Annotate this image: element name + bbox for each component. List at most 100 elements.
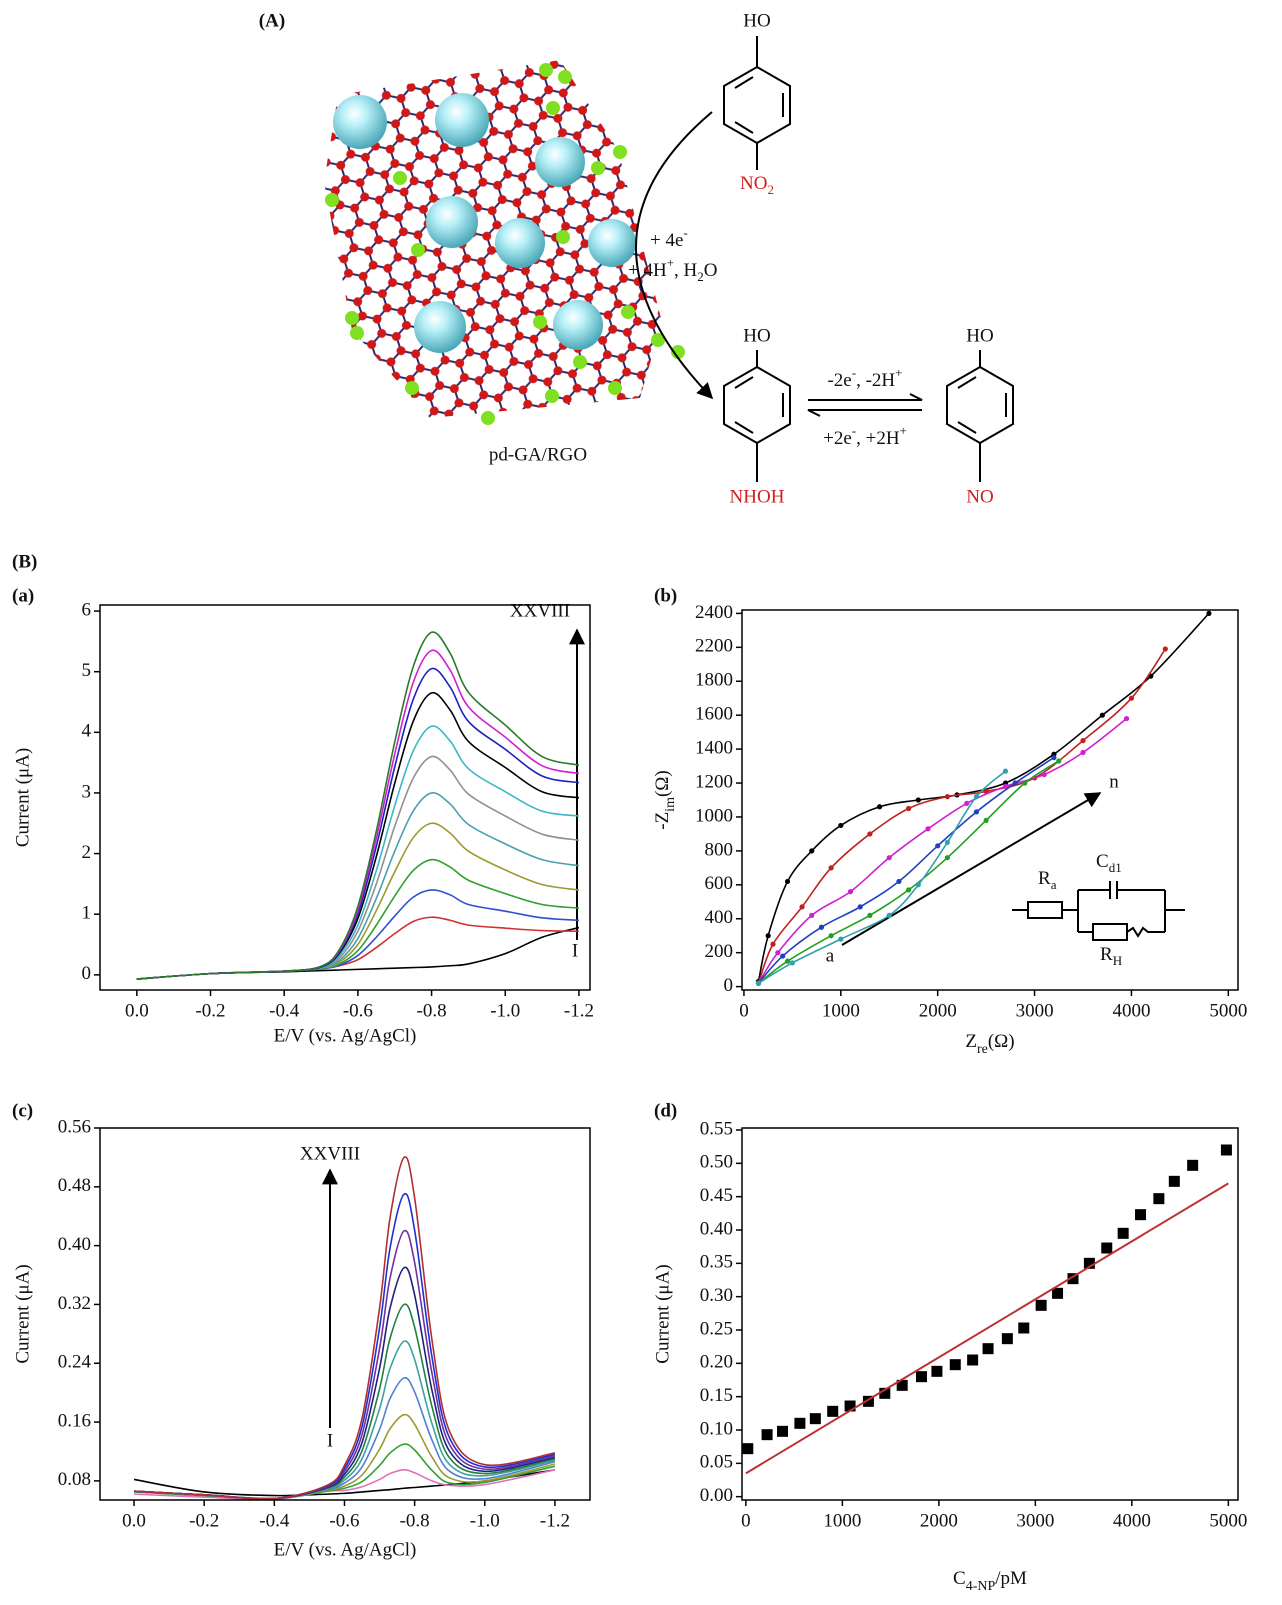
x-axis-label-part: Z xyxy=(965,1031,977,1052)
point xyxy=(1220,1144,1232,1156)
point xyxy=(1123,715,1130,722)
point xyxy=(973,794,980,800)
y-tick-label: 0.32 xyxy=(58,1293,91,1314)
annotation: n xyxy=(1109,771,1119,792)
point xyxy=(857,904,863,910)
y-tick-label: 0.55 xyxy=(700,1118,733,1139)
y-tick-label: 0.48 xyxy=(58,1175,91,1196)
point xyxy=(879,1387,891,1399)
point xyxy=(809,848,815,854)
plot-frame xyxy=(99,1127,591,1501)
y-axis-label: Current (μA) xyxy=(12,1264,33,1363)
point xyxy=(828,933,834,939)
x-tick-label: 5000 xyxy=(1209,1000,1247,1021)
series-line xyxy=(758,770,1007,984)
benzene-ring xyxy=(723,366,791,444)
point xyxy=(973,809,980,815)
y-tick-label: 400 xyxy=(705,907,734,928)
reagent-sub: 2 xyxy=(697,269,704,284)
point xyxy=(838,822,844,829)
group-label: HO xyxy=(743,10,770,31)
point xyxy=(784,878,791,885)
point xyxy=(844,1400,856,1412)
x-axis-label-part: re xyxy=(977,1042,988,1057)
point xyxy=(1128,695,1135,701)
step-sup: - xyxy=(852,423,856,438)
circuit-inset: Ra Cd1 RH xyxy=(1012,851,1185,968)
reagent-text: + 4H xyxy=(628,260,667,281)
series-line xyxy=(757,612,1210,982)
point xyxy=(775,950,781,956)
y-axis-label-part: (Ω) xyxy=(652,770,673,797)
series-line xyxy=(133,1229,556,1500)
y-tick-label: 600 xyxy=(705,873,734,894)
equilibrium-arrow xyxy=(807,409,922,417)
point xyxy=(1012,780,1018,786)
group-sub: 2 xyxy=(767,182,774,197)
point xyxy=(1002,783,1009,790)
y-tick-label: 0.08 xyxy=(58,1469,91,1490)
point xyxy=(915,882,921,888)
plot-frame xyxy=(741,1127,1239,1501)
y-tick-label: 0.56 xyxy=(58,1116,91,1137)
y-tick-label: 0.50 xyxy=(700,1152,733,1173)
y-tick-label: 1800 xyxy=(695,670,733,691)
annotation: I xyxy=(572,940,578,961)
point xyxy=(818,924,825,930)
step-text: +2e xyxy=(823,428,852,449)
point xyxy=(847,889,854,895)
y-tick-label: 1200 xyxy=(695,771,733,792)
point xyxy=(784,958,791,964)
y-tick-label: 0.16 xyxy=(58,1410,91,1431)
x-axis-label-part: /pM xyxy=(995,1568,1027,1589)
y-tick-label: 0.30 xyxy=(700,1285,733,1306)
point xyxy=(1018,1322,1030,1334)
diagram: (A) pd-GA/RGO + 4e- + 4H+, H2O HO NO2 HO… xyxy=(259,10,1014,507)
series-line xyxy=(136,889,579,980)
y-axis-label-part: -Z xyxy=(652,812,673,830)
y-tick-label: 0.40 xyxy=(58,1234,91,1255)
reagent-text: , H xyxy=(674,260,698,281)
group-label: HO xyxy=(966,325,993,346)
y-tick-label: 800 xyxy=(705,839,734,860)
y-tick-label: 4 xyxy=(82,721,92,742)
point xyxy=(944,855,950,861)
x-axis-label-part: 4-NP xyxy=(966,1579,996,1594)
point xyxy=(983,817,989,823)
point xyxy=(886,855,892,861)
y-axis-label: -Zim(Ω) xyxy=(652,770,678,830)
y-tick-label: 0 xyxy=(82,963,92,984)
annotation: a xyxy=(826,945,835,966)
point xyxy=(1168,1175,1180,1187)
point xyxy=(1162,646,1168,652)
group-label: NO xyxy=(966,486,993,507)
panel-label: (b) xyxy=(654,585,677,606)
plot-frame xyxy=(741,609,1239,991)
step-sup: + xyxy=(900,423,907,438)
inset-text: R xyxy=(1100,944,1113,965)
point xyxy=(896,878,902,885)
x-tick-label: -1.0 xyxy=(470,1510,500,1531)
x-tick-label: 3000 xyxy=(1016,1510,1054,1531)
point xyxy=(1002,768,1009,774)
y-tick-label: 5 xyxy=(82,660,92,681)
series-line xyxy=(133,1192,556,1500)
y-tick-label: 0.15 xyxy=(700,1385,733,1406)
x-axis-label: E/V (vs. Ag/AgCl) xyxy=(274,1025,417,1046)
reagent-sup: + xyxy=(667,255,674,270)
annotation: I xyxy=(327,1430,333,1451)
point xyxy=(1206,610,1212,616)
point xyxy=(967,1354,979,1366)
point xyxy=(827,1405,839,1417)
step-text: , -2H xyxy=(856,370,895,391)
reagent: + 4H+, H2O xyxy=(628,255,718,284)
point xyxy=(1080,738,1086,744)
circuit-wire xyxy=(1012,881,1185,938)
series-line xyxy=(136,725,580,980)
x-axis-label-part: (Ω) xyxy=(988,1031,1015,1052)
point xyxy=(1135,1209,1147,1221)
panel-label: (A) xyxy=(259,10,285,31)
point xyxy=(906,805,912,812)
pd-particles xyxy=(333,93,636,353)
